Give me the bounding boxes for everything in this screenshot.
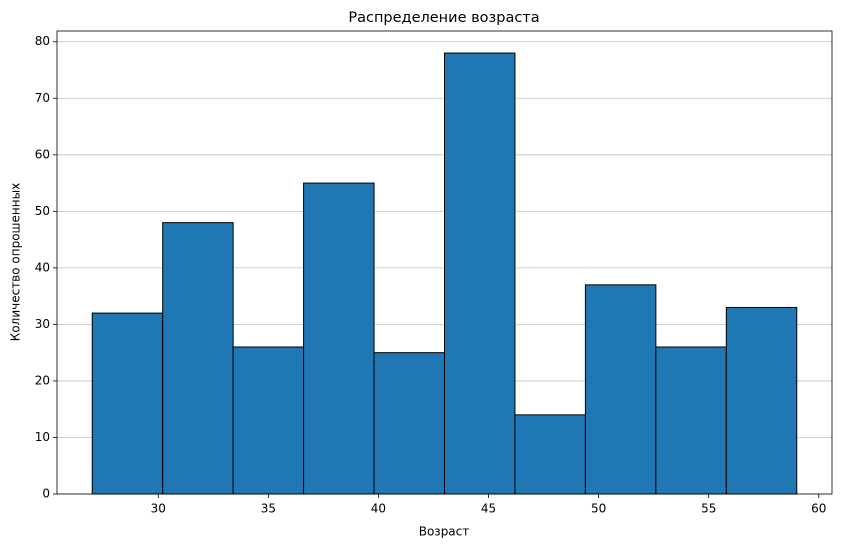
bar	[373, 352, 445, 495]
y-axis-label: Количество опрошенных	[9, 183, 23, 341]
bar	[655, 346, 727, 495]
y-tick-label: 10	[35, 430, 50, 444]
y-tick-label: 70	[35, 91, 50, 105]
bar	[514, 414, 586, 495]
x-tick-label: 55	[701, 502, 716, 516]
plot-frame	[56, 30, 833, 495]
x-axis-label: Возраст	[419, 525, 470, 539]
x-tick-label: 45	[481, 502, 496, 516]
bar	[91, 312, 164, 495]
bar	[162, 222, 234, 495]
bar	[444, 52, 516, 495]
x-tick-label: 35	[261, 502, 276, 516]
y-tick-label: 20	[35, 373, 50, 387]
x-tick-label: 30	[151, 502, 166, 516]
chart-title: Распределение возраста	[348, 10, 539, 26]
x-tick-label: 40	[371, 502, 386, 516]
x-tick-label: 50	[591, 502, 606, 516]
y-tick-label: 50	[35, 204, 50, 218]
y-tick-label: 0	[42, 487, 50, 501]
y-tick-label: 30	[35, 317, 50, 331]
y-tick-label: 60	[35, 147, 50, 161]
y-tick-label: 80	[35, 34, 50, 48]
bar	[232, 346, 305, 495]
x-tick-label: 60	[811, 502, 826, 516]
y-tick-label: 40	[35, 260, 50, 274]
bar	[303, 182, 375, 495]
bar	[725, 306, 798, 495]
bar	[584, 284, 657, 495]
